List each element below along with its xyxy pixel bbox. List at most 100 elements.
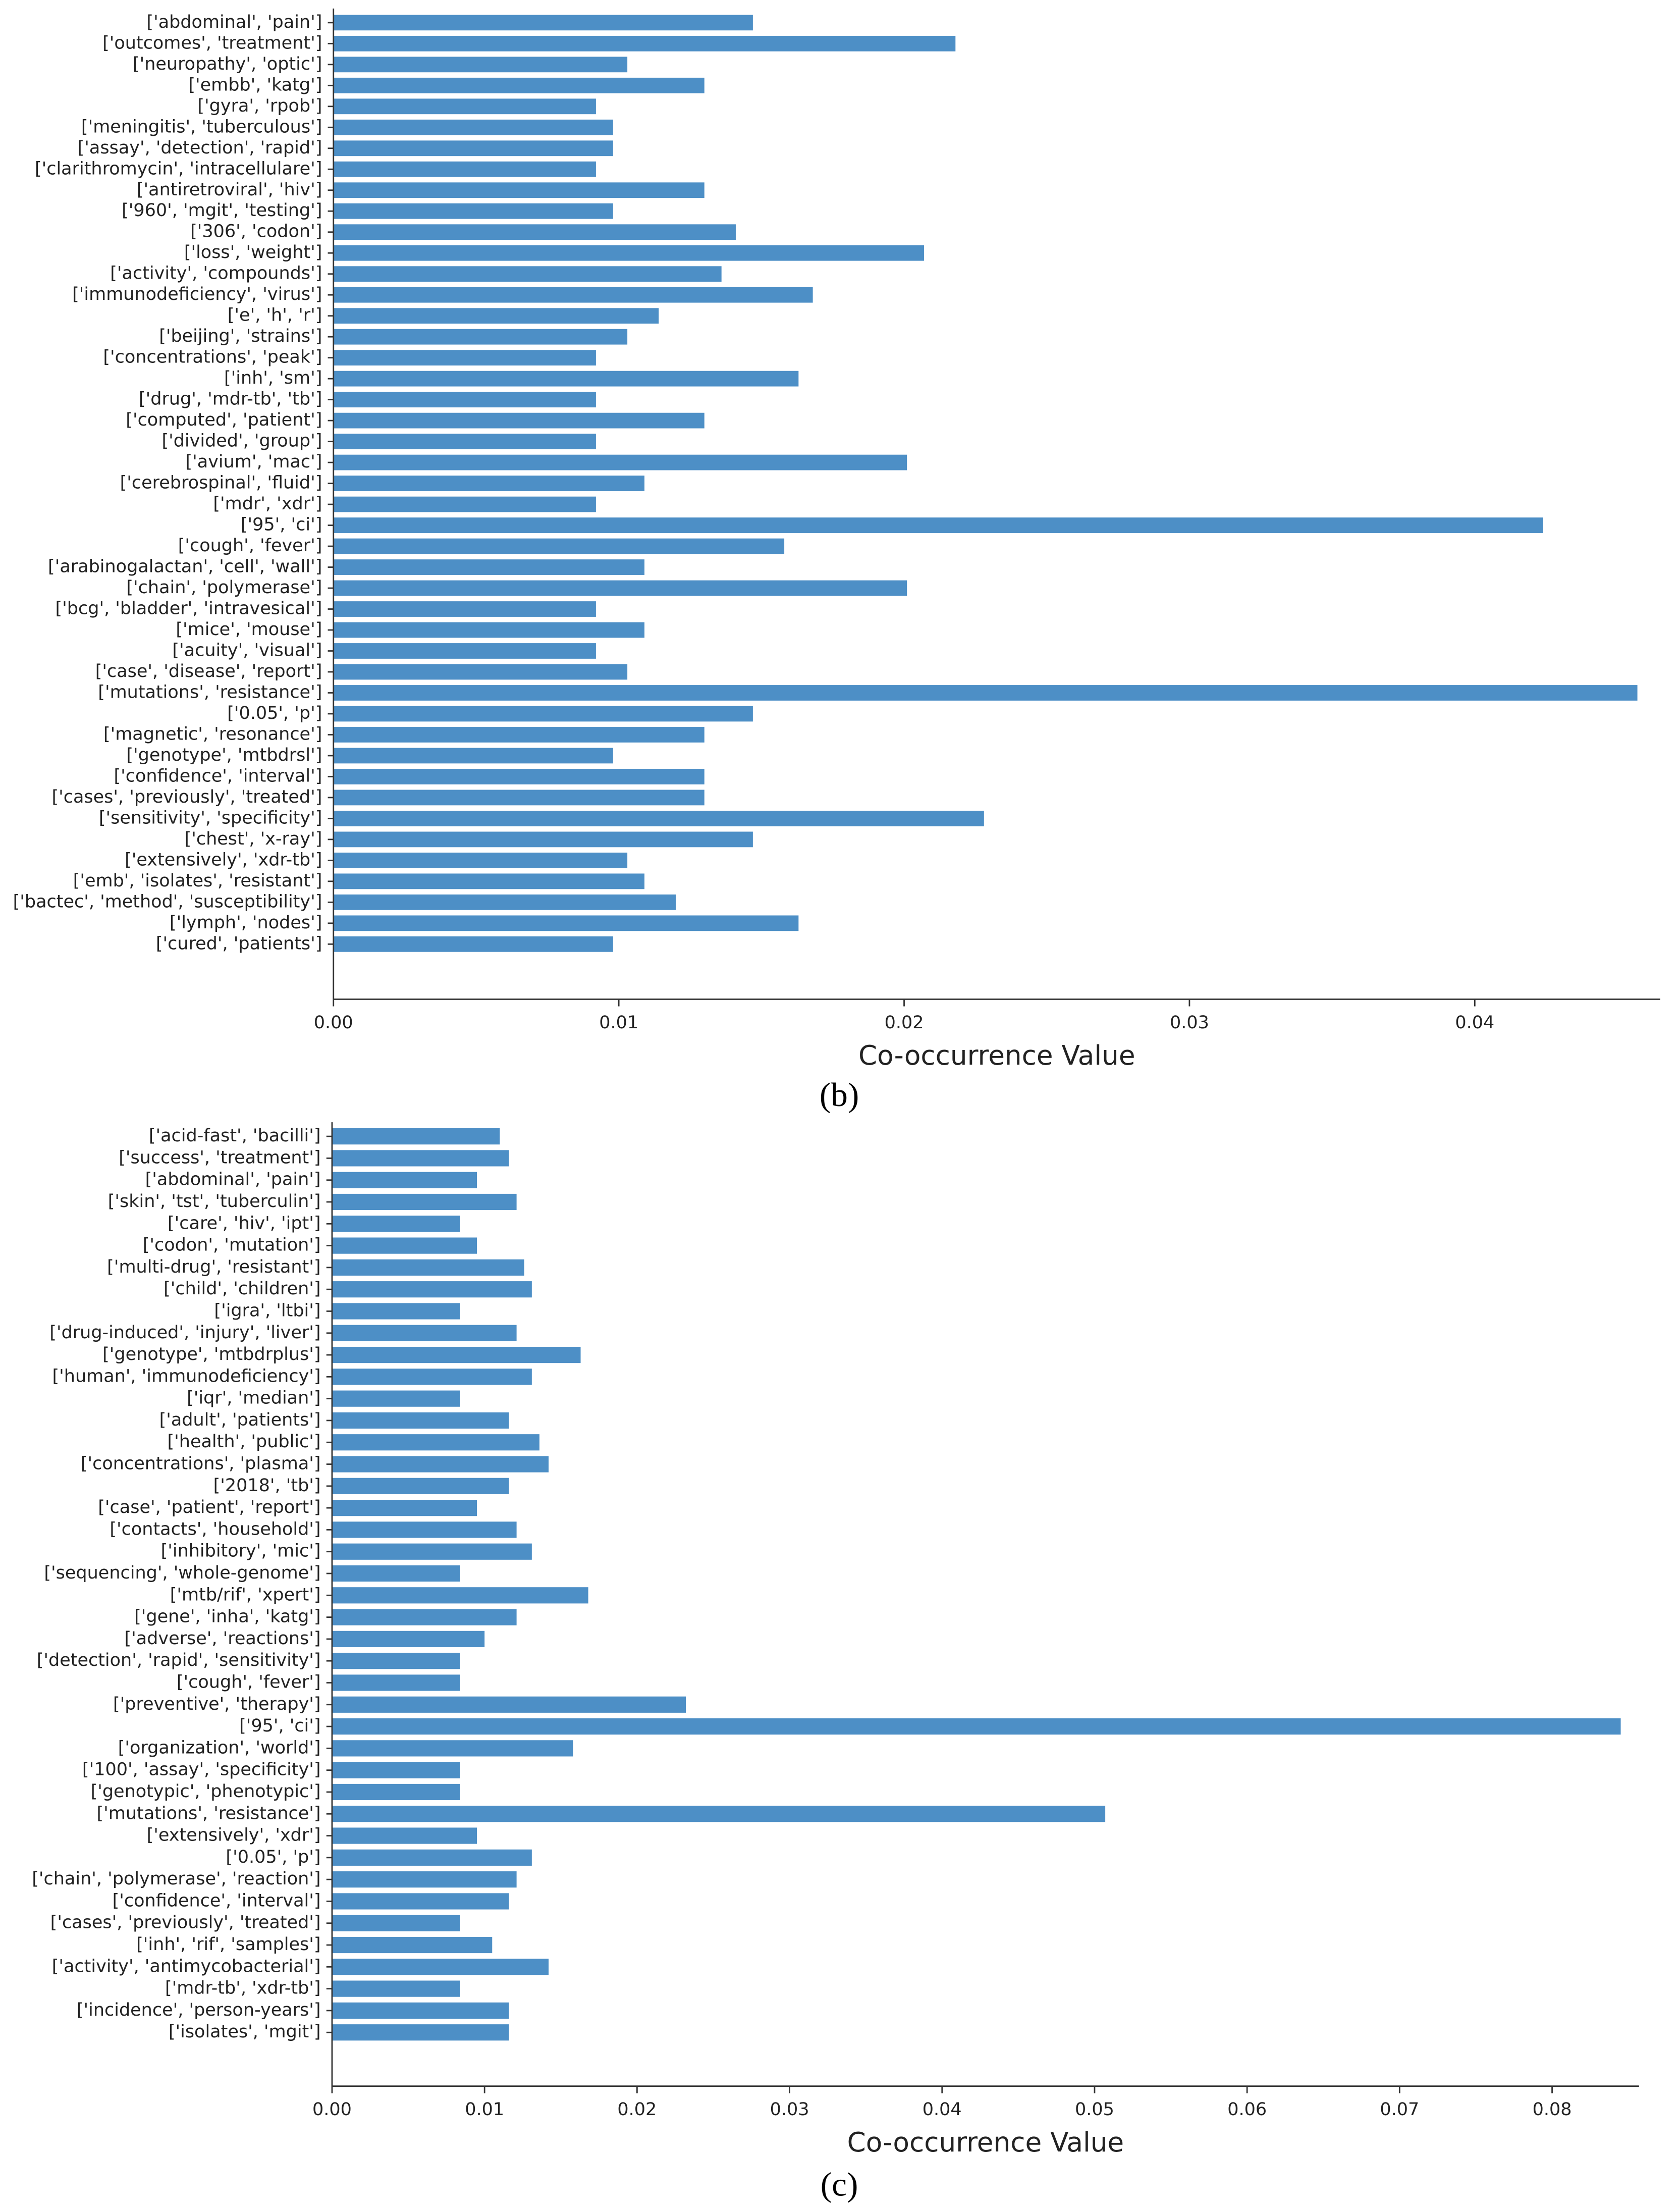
bar [332, 1543, 532, 1560]
y-tick-label: ['sequencing', 'whole-genome'] [44, 1563, 320, 1583]
bar [333, 287, 813, 303]
y-tick-label: ['960', 'mgit', 'testing'] [122, 200, 322, 221]
y-tick-label: ['mtb/rif', 'xpert'] [170, 1585, 321, 1605]
y-tick-label: ['health', 'public'] [168, 1432, 321, 1452]
y-tick-label: ['care', 'hiv', 'ipt'] [168, 1213, 321, 1233]
y-tick-label: ['extensively', 'xdr'] [147, 1825, 321, 1846]
y-tick-label: ['e', 'h', 'r'] [228, 305, 322, 326]
y-tick-label: ['confidence', 'interval'] [113, 1890, 321, 1911]
y-tick-label: ['adverse', 'reactions'] [124, 1628, 320, 1649]
y-tick-label: ['case', 'disease', 'report'] [95, 661, 322, 681]
y-tick-label: ['0.05', 'p'] [227, 703, 322, 723]
y-tick-label: ['306', 'codon'] [190, 222, 322, 242]
y-tick-label: ['outcomes', 'treatment'] [102, 33, 322, 53]
y-tick-label: ['inh', 'rif', 'samples'] [136, 1934, 320, 1955]
y-tick-label: ['2018', 'tb'] [213, 1476, 321, 1496]
bar [332, 1478, 509, 1494]
y-tick-label: ['genotypic', 'phenotypic'] [91, 1781, 321, 1802]
y-tick-label: ['confidence', 'interval'] [114, 766, 322, 786]
x-axis-label: Co-occurrence Value [847, 2127, 1124, 2158]
bar [333, 266, 722, 282]
y-tick-label: ['mdr', 'xdr'] [213, 494, 322, 514]
x-axis-label: Co-occurrence Value [858, 1040, 1135, 1071]
y-tick-label: ['genotype', 'mtbdrplus'] [102, 1344, 320, 1364]
bar [332, 1325, 517, 1341]
bar [332, 1216, 460, 1232]
bar [332, 1827, 477, 1844]
bar [332, 1150, 509, 1167]
bar [332, 1237, 477, 1254]
y-tick-label: ['sensitivity', 'specificity'] [99, 808, 322, 828]
bar [332, 1959, 549, 1975]
bar [333, 811, 984, 826]
bar [332, 1783, 460, 1801]
bar [332, 1193, 517, 1211]
bar [332, 1893, 509, 1910]
x-tick-label: 0.02 [617, 2099, 657, 2120]
x-tick-label: 0.00 [312, 2099, 352, 2120]
y-tick-label: ['chest', 'x-ray'] [185, 829, 322, 849]
bar [333, 580, 907, 596]
bar [333, 454, 907, 470]
y-tick-label: ['mutations', 'resistance'] [96, 1803, 320, 1823]
bar [332, 1631, 485, 1647]
y-tick-label: ['95', 'ci'] [239, 1716, 320, 1736]
x-tick-label: 0.04 [923, 2099, 962, 2120]
bar [332, 1281, 532, 1298]
y-tick-label: ['bcg', 'bladder', 'intravesical'] [56, 599, 322, 619]
bar [333, 622, 645, 638]
y-tick-label: ['immunodeficiency', 'virus'] [72, 284, 322, 304]
bar [333, 476, 645, 491]
bar [333, 664, 628, 680]
bar [332, 1915, 460, 1931]
bar [332, 1303, 460, 1320]
y-tick-label: ['mdr-tb', 'xdr-tb'] [165, 1978, 321, 1999]
y-tick-label: ['cases', 'previously', 'treated'] [51, 787, 322, 807]
bar [332, 2002, 509, 2019]
bar [332, 1587, 588, 1604]
bar [332, 1936, 493, 1954]
y-tick-label: ['chain', 'polymerase', 'reaction'] [32, 1869, 320, 1889]
y-tick-label: ['magnetic', 'resonance'] [103, 724, 322, 744]
bar [332, 1674, 460, 1691]
y-tick-label: ['skin', 'tst', 'tuberculin'] [108, 1191, 321, 1212]
bar [333, 852, 628, 868]
bar [333, 643, 596, 659]
x-tick-label: 0.03 [1170, 1013, 1209, 1033]
y-tick-label: ['0.05', 'p'] [226, 1847, 320, 1867]
bar [333, 392, 596, 408]
y-tick-label: ['cerebrospinal', 'fluid'] [120, 473, 322, 493]
y-tick-label: ['drug-induced', 'injury', 'liver'] [49, 1323, 320, 1343]
y-tick-label: ['codon', 'mutation'] [143, 1235, 321, 1255]
y-tick-label: ['drug', 'mdr-tb', 'tb'] [139, 389, 322, 409]
bar [333, 434, 596, 450]
y-tick-label: ['cough', 'fever'] [177, 1672, 321, 1692]
y-tick-label: ['computed', 'patient'] [126, 410, 322, 430]
bar [332, 1172, 477, 1188]
bar [333, 706, 753, 722]
bar [333, 98, 596, 115]
bar [333, 350, 596, 366]
y-tick-label: ['incidence', 'person-years'] [77, 2000, 321, 2020]
bar [332, 1806, 1106, 1822]
bar [333, 936, 613, 952]
bar [332, 1565, 460, 1582]
x-tick-label: 0.02 [885, 1013, 924, 1033]
y-tick-label: ['inhibitory', 'mic'] [161, 1541, 321, 1561]
y-tick-label: ['arabinogalactan', 'cell', 'wall'] [48, 557, 322, 577]
x-tick-label: 0.01 [465, 2099, 504, 2120]
bar [333, 538, 785, 554]
y-tick-label: ['organization', 'world'] [118, 1738, 321, 1758]
bar [332, 1609, 517, 1625]
y-tick-label: ['preventive', 'therapy'] [113, 1694, 321, 1714]
bar [333, 161, 596, 177]
bar [332, 1346, 581, 1363]
bar [332, 1456, 549, 1473]
y-tick-label: ['mutations', 'resistance'] [98, 682, 322, 702]
bar [333, 894, 676, 910]
y-tick-label: ['abdominal', 'pain'] [145, 1170, 321, 1190]
bar [333, 831, 753, 848]
bar [333, 119, 613, 135]
bar [332, 1740, 573, 1757]
